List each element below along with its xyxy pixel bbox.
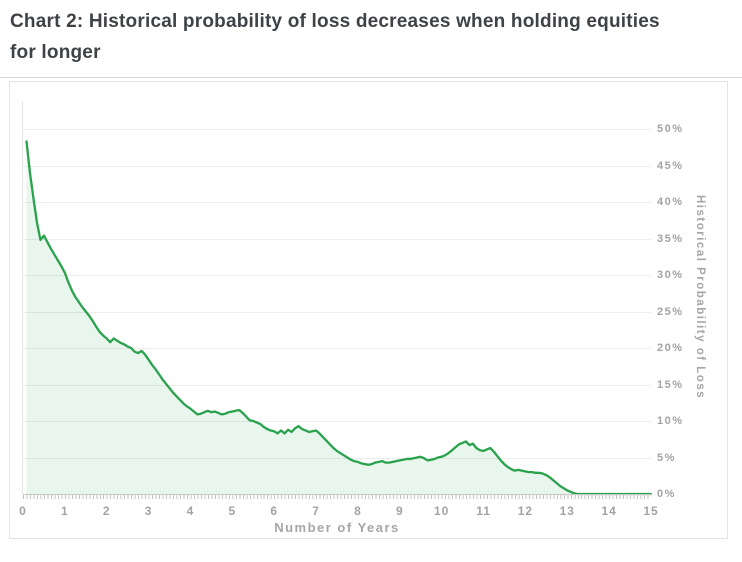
x-axis-tick-label: 5 [228,504,237,518]
x-axis-tick-label: 6 [270,504,279,518]
gridline-30pct [23,275,651,276]
gridline-20pct [23,348,651,349]
x-axis-title: Number of Years [274,520,400,535]
gridline-10pct [23,421,651,422]
y-axis-tick-label: 5% [657,451,676,464]
y-axis-tick-label: 40% [657,196,684,208]
gridline-40pct [23,202,651,203]
y-axis-left-line [22,101,23,494]
title-divider [0,77,742,78]
x-axis-tick-label: 15 [643,504,659,518]
y-axis-tick-label: 20% [657,342,684,354]
y-axis-tick-label: 10% [657,415,684,427]
chart-title-line1: Chart 2: Historical probability of loss … [10,11,660,32]
gridline-45pct [23,165,651,167]
y-axis-tick-label: 50% [657,123,684,135]
gridline-15pct [23,384,651,386]
x-axis-tick-label: 14 [601,504,617,518]
x-axis-tick-label: 1 [61,504,69,518]
series-fill-area [26,141,651,494]
x-axis-tick-label: 3 [144,504,153,518]
gridline-35pct [23,238,651,240]
chart-title-line2: for longer [10,42,101,63]
x-axis-tick-label: 0 [19,504,27,518]
y-axis-title: Historical Probability of Loss [694,195,706,400]
x-axis-tick-label: 7 [312,504,320,518]
x-axis-tick-label: 9 [395,504,404,518]
gridline-25pct [23,311,651,313]
x-axis-tick-label: 13 [559,504,575,518]
x-axis-minor-ticks [23,495,651,499]
chart-title: Chart 2: Historical probability of loss … [10,6,732,68]
y-axis-tick-label: 30% [657,269,684,281]
gridline-50pct [23,129,651,130]
x-axis-tick-label: 11 [476,504,491,518]
loss-probability-area-chart [25,140,652,496]
x-axis-line [23,494,651,495]
x-axis-tick-label: 2 [102,504,111,518]
gridline-5pct [23,457,651,459]
x-axis-tick-label: 8 [354,504,362,518]
y-axis-tick-label: 0% [657,488,676,500]
y-axis-tick-label: 45% [657,159,684,172]
y-axis-tick-label: 25% [657,305,684,318]
x-axis-tick-label: 4 [186,504,195,518]
x-axis-tick-label: 10 [433,504,450,518]
x-axis-tick-label: 12 [517,504,534,518]
y-axis-tick-label: 15% [657,378,684,391]
y-axis-tick-label: 35% [657,232,684,245]
series-line [25,140,652,496]
